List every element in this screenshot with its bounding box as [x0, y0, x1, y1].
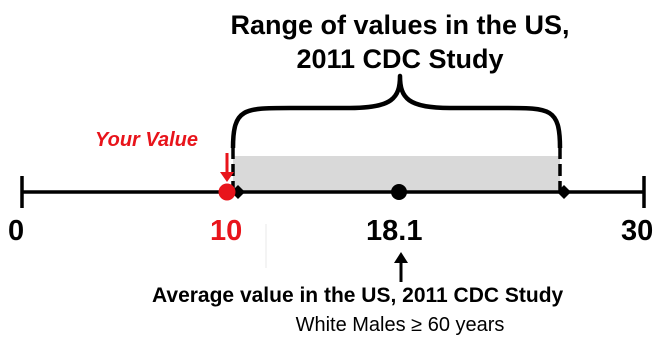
title-line-2: 2011 CDC Study	[296, 44, 504, 74]
average-number: 18.1	[366, 215, 423, 247]
your-value-number: 10	[210, 215, 243, 247]
group-caption: White Males ≥ 60 years	[295, 314, 505, 336]
axis-max-label: 30	[621, 215, 654, 247]
range-max-marker	[557, 185, 571, 199]
axis-min-label: 0	[8, 215, 25, 247]
average-caption: Average value in the US, 2011 CDC Study	[152, 284, 564, 307]
your-value-label: Your Value	[95, 129, 198, 151]
average-marker	[391, 184, 407, 200]
range-brace	[230, 73, 563, 149]
title-line-1: Range of values in the US,	[230, 10, 570, 40]
your-value-marker	[218, 183, 236, 201]
your-value-arrow-head	[220, 172, 234, 182]
average-arrow-head	[394, 252, 408, 263]
